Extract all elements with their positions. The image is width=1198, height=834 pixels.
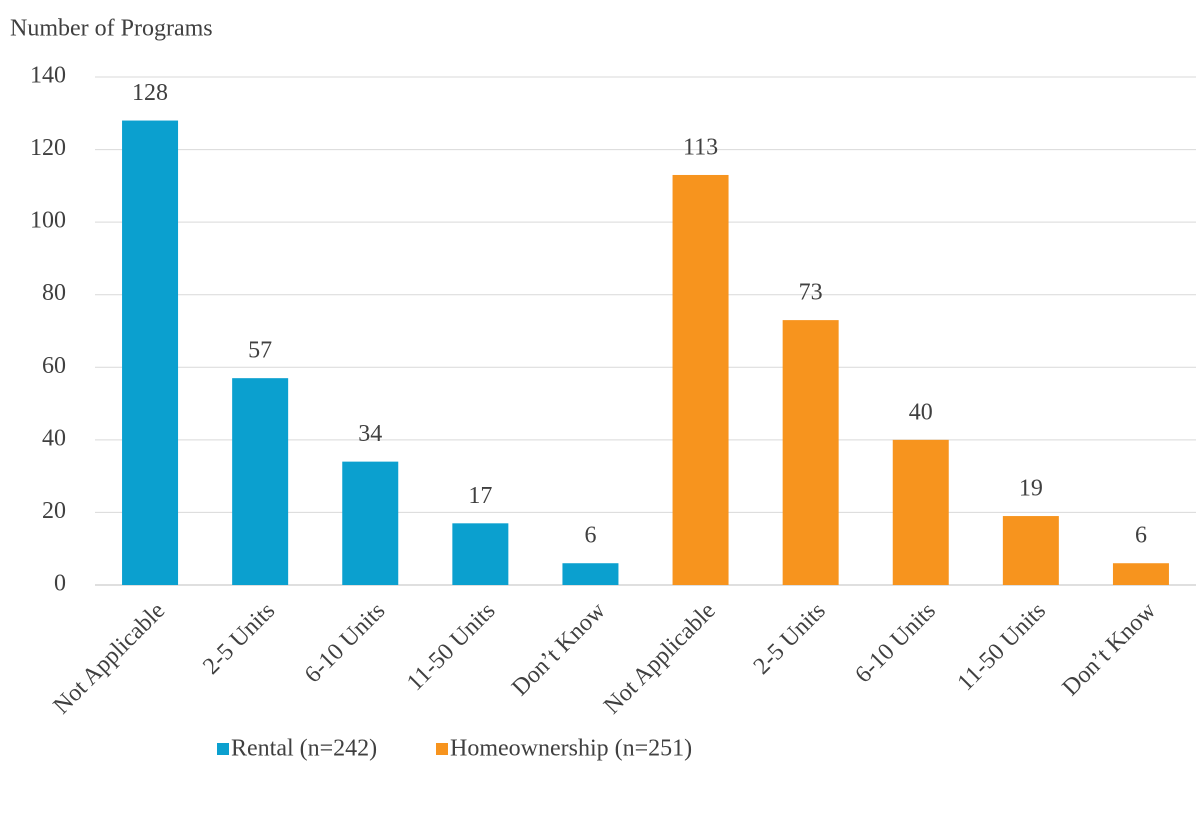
x-tick-label: 2-5 Units <box>198 598 280 680</box>
bar <box>672 174 729 585</box>
y-tick-label: 80 <box>42 280 66 306</box>
data-label: 17 <box>468 483 492 509</box>
data-label: 113 <box>683 134 718 160</box>
data-label: 57 <box>248 338 272 364</box>
x-tick-label: Don’t Know <box>1058 597 1162 701</box>
bar <box>342 461 399 585</box>
bar <box>1112 563 1169 585</box>
x-tick-label: 2-5 Units <box>749 598 831 680</box>
data-label: 19 <box>1019 476 1043 502</box>
legend-label: Rental (n=242) <box>231 736 377 762</box>
bar <box>562 563 619 585</box>
bar <box>122 120 179 586</box>
y-tick-label: 40 <box>42 425 66 451</box>
data-label: 6 <box>584 523 596 549</box>
legend-swatch <box>217 743 229 755</box>
y-tick-label: 60 <box>42 353 66 379</box>
data-label: 73 <box>799 280 823 306</box>
x-tick-label: Not Applicable <box>599 598 721 720</box>
legend-swatch <box>436 743 448 755</box>
legend-label: Homeownership (n=251) <box>450 736 692 762</box>
data-label: 128 <box>132 80 168 106</box>
data-label: 40 <box>909 399 933 425</box>
x-tick-label: 6-10 Units <box>850 598 941 689</box>
x-tick-label: Not Applicable <box>49 598 171 720</box>
data-label: 6 <box>1135 523 1147 549</box>
y-tick-label: 0 <box>54 571 66 597</box>
bar <box>892 439 949 585</box>
y-tick-label: 120 <box>30 135 66 161</box>
bar <box>1002 516 1059 585</box>
x-tick-label: 11-50 Units <box>953 598 1051 696</box>
x-tick-label: 11-50 Units <box>402 598 500 696</box>
y-tick-label: 140 <box>30 63 66 89</box>
y-tick-label: 20 <box>42 498 66 524</box>
y-axis-label: Number of Programs <box>10 16 213 42</box>
x-tick-label: Don’t Know <box>507 597 611 701</box>
bar <box>232 378 289 585</box>
y-tick-label: 100 <box>30 208 66 234</box>
bar <box>782 320 839 585</box>
data-label: 34 <box>358 421 382 447</box>
x-tick-label: 6-10 Units <box>300 598 391 689</box>
bar <box>452 523 509 585</box>
